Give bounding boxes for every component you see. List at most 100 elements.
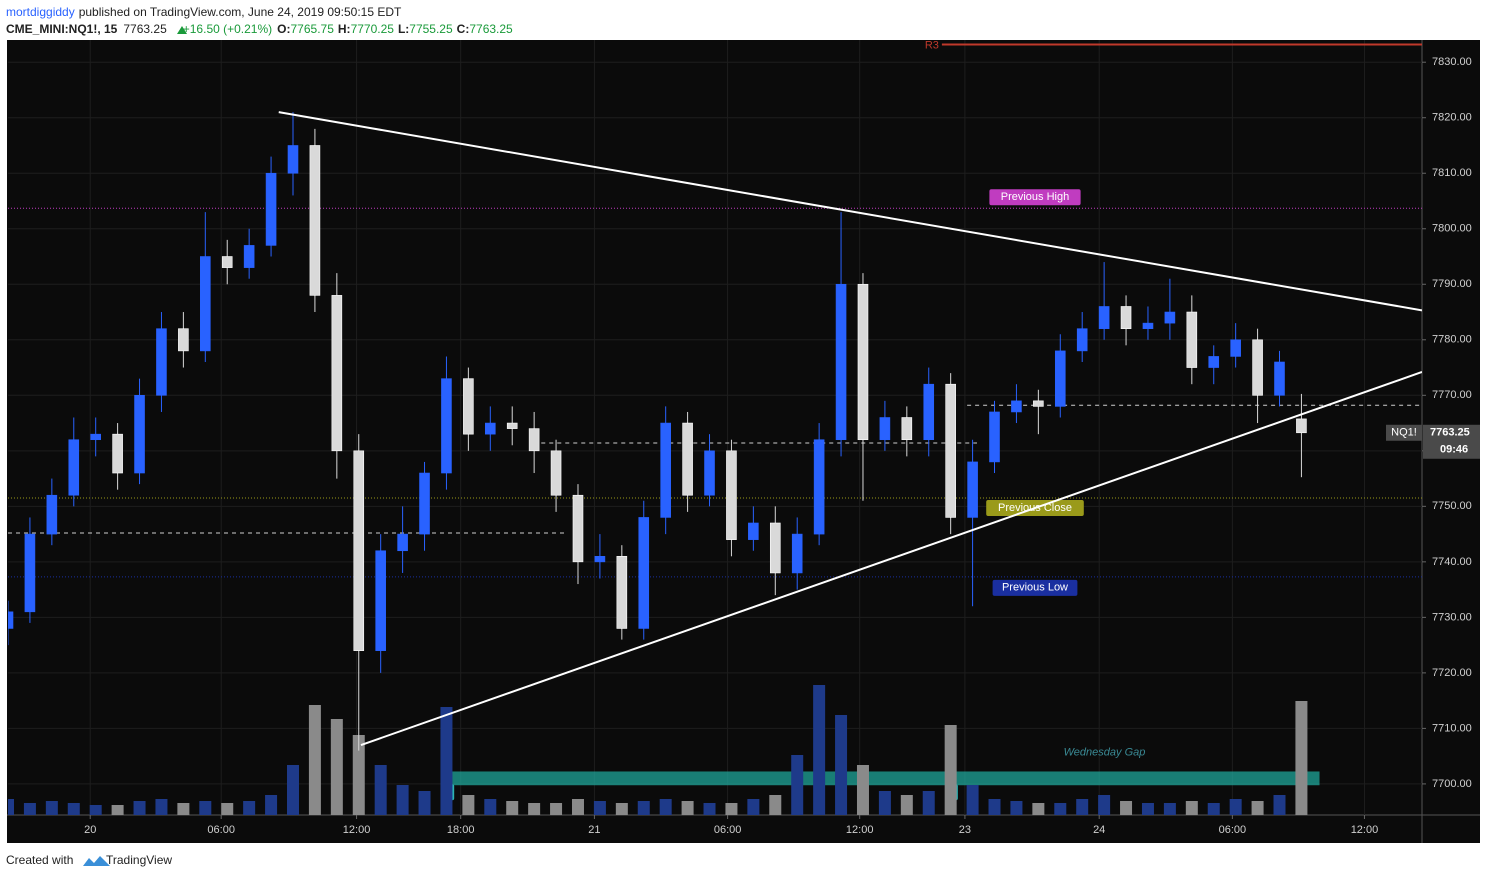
volume-bar [922, 791, 935, 815]
candle-body [1252, 339, 1263, 396]
symbol-label-box [1386, 424, 1422, 441]
ohlc-value: 7763.25 [469, 22, 513, 36]
candle-body [506, 422, 518, 429]
symbol-line: CME_MINI:NQ1!, 15 7763.25 +16.50 (+0.21%) O… [6, 22, 513, 36]
candle-body [748, 522, 759, 540]
volume-bar [791, 755, 804, 815]
candle-body [660, 422, 671, 518]
candle-body [1274, 361, 1285, 396]
volume-bar [396, 785, 409, 815]
candle-body [1296, 418, 1307, 434]
candle-body [397, 533, 408, 552]
footer-brand[interactable]: TradingView [106, 853, 172, 867]
candle-body [200, 256, 211, 352]
volume-bar [659, 799, 672, 815]
candle-body [265, 172, 277, 246]
candle-body [1098, 306, 1110, 329]
y-tick-label: 7740.00 [1432, 556, 1472, 568]
candle-body [1142, 322, 1154, 329]
candle-body [8, 611, 14, 629]
candle-body [791, 533, 803, 574]
y-tick-label: 7780.00 [1432, 334, 1472, 346]
volume-bar [330, 719, 343, 815]
volume-bar [374, 765, 387, 815]
volume-bar [988, 799, 1001, 815]
author[interactable]: mortdiggiddy [6, 5, 75, 19]
volume-bar [1076, 799, 1089, 815]
candle-body [1033, 400, 1044, 407]
volume-bar [23, 803, 36, 815]
candle-body [419, 472, 430, 535]
volume-bar [308, 705, 321, 815]
volume-bar [637, 801, 650, 815]
publish-line: mortdiggiddy published on TradingView.com… [6, 5, 402, 19]
volume-bar [1295, 701, 1308, 815]
candle-body [243, 245, 255, 268]
candle-body [901, 417, 913, 441]
volume-bar [835, 715, 848, 815]
volume-bar [286, 765, 299, 815]
ohlc-value: 7765.75 [291, 22, 335, 36]
volume-bar [966, 785, 979, 815]
y-tick-label: 7810.00 [1432, 167, 1472, 179]
ohlc-value: 7770.25 [351, 22, 395, 36]
y-tick-label: 7800.00 [1432, 223, 1472, 235]
x-tick-label: 23 [959, 824, 971, 836]
axes: 7700.00 7710.00 7720.00 7730.00 7740.00 7750.… [84, 56, 1480, 836]
y-tick-label: 7830.00 [1432, 56, 1472, 68]
level-label: Previous High [1001, 191, 1069, 203]
candle-body [835, 283, 847, 441]
candle-body [484, 422, 496, 435]
x-tick-label: 12:00 [1351, 824, 1379, 836]
x-tick-label: 21 [588, 824, 600, 836]
ohlc-value: 7755.25 [409, 22, 453, 36]
candle-body [441, 378, 452, 474]
candle-body [1120, 306, 1132, 329]
y-tick-label: 7790.00 [1432, 278, 1472, 290]
candle-body [1208, 356, 1220, 368]
candle-body [287, 145, 299, 174]
candle-body [528, 428, 540, 452]
candle-body [857, 283, 869, 441]
volume-bar [155, 799, 168, 815]
footer-created: Created with [6, 853, 73, 867]
volume-bar [1054, 803, 1067, 815]
candle-body [1011, 400, 1022, 413]
price-label-box [1423, 424, 1480, 459]
volume-bar [747, 799, 760, 815]
volume-bar [900, 795, 913, 815]
candle-body [638, 517, 650, 629]
level-label: Previous Low [1002, 582, 1068, 594]
x-tick-label: 24 [1093, 824, 1105, 836]
volume-bar [111, 805, 124, 815]
volume-bar [484, 799, 497, 815]
volume-bar [681, 801, 694, 815]
volume-bar [813, 685, 826, 815]
candle-body [112, 433, 123, 474]
y-tick-label: 7770.00 [1432, 389, 1472, 401]
tv-logo [83, 856, 110, 866]
candle-body [24, 533, 36, 613]
gap-band [445, 771, 1320, 786]
candle-body [178, 328, 189, 352]
volume-bar [440, 707, 453, 815]
volume-bar [67, 803, 80, 815]
volume-bar [1120, 801, 1133, 815]
candle-body [46, 494, 58, 535]
volume-bar [243, 801, 256, 815]
level-label-box [992, 579, 1078, 596]
symbol-label: NQ1! [1391, 427, 1417, 439]
volume-bar [1207, 803, 1220, 815]
last: 7763.25 [123, 22, 167, 36]
candle-body [1186, 311, 1198, 368]
candle-body [1164, 311, 1176, 324]
volume-bar [615, 803, 628, 815]
x-tick-label: 20 [84, 824, 96, 836]
volume-bar [506, 801, 519, 815]
level-label-box [989, 189, 1081, 206]
up-arrow [177, 26, 187, 34]
volume-bar [265, 795, 278, 815]
candle-body [221, 256, 233, 268]
published: published on TradingView.com, June 24, 2… [79, 5, 402, 19]
